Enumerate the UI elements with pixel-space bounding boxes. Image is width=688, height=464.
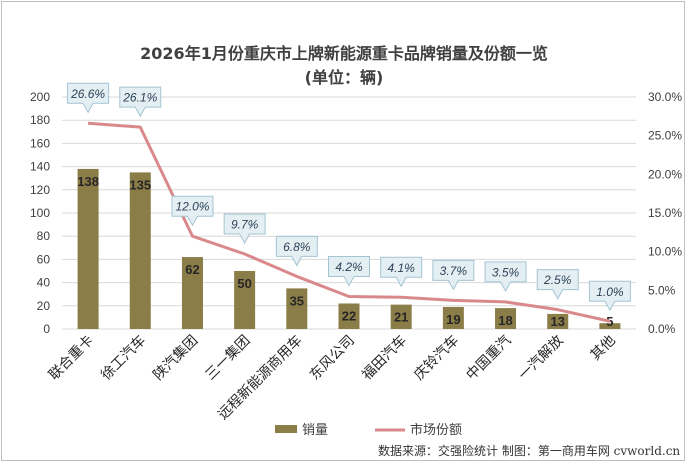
share-value-label: 2.5% <box>543 273 572 287</box>
chart-title: 2026年1月份重庆市上牌新能源重卡品牌销量及份额一览 <box>140 44 548 63</box>
chart-subtitle: (单位：辆) <box>304 68 384 87</box>
left-axis-tick-label: 40 <box>37 276 51 290</box>
left-axis-tick-label: 0 <box>43 322 50 336</box>
bar-value-label: 19 <box>446 312 460 327</box>
category-label: 联合重卡 <box>46 333 97 384</box>
category-label: 一汽解放 <box>516 333 567 384</box>
category-label: 徐工汽车 <box>97 332 149 384</box>
right-axis-tick-label: 5.0% <box>648 283 676 297</box>
bar <box>181 257 203 329</box>
right-axis-tick-label: 0.0% <box>648 322 676 336</box>
share-callout <box>223 213 266 245</box>
left-axis-tick-label: 200 <box>30 90 50 104</box>
bar-value-label: 62 <box>185 262 199 277</box>
left-axis-tick-label: 20 <box>37 299 51 313</box>
share-callout <box>432 259 475 291</box>
bar <box>599 323 621 329</box>
share-value-label: 12.0% <box>175 200 209 214</box>
share-callout <box>328 256 370 287</box>
bar <box>442 306 464 329</box>
share-value-label: 4.2% <box>335 260 363 274</box>
bar-value-label: 22 <box>342 308 356 323</box>
bar <box>129 172 151 329</box>
bar-value-label: 21 <box>394 310 408 325</box>
share-callout <box>588 280 631 312</box>
bar <box>338 303 360 329</box>
right-axis-tick-label: 20.0% <box>648 167 682 181</box>
bar-value-label: 35 <box>290 293 304 308</box>
category-label: 其他 <box>588 333 619 364</box>
category-label: 陕汽集团 <box>150 332 202 384</box>
share-value-label: 3.7% <box>440 264 468 278</box>
bar-value-label: 13 <box>550 314 564 329</box>
category-label: 东风公司 <box>307 333 358 384</box>
category-label: 福田汽车 <box>358 332 410 384</box>
right-axis-tick-label: 30.0% <box>648 90 682 104</box>
share-value-label: 26.6% <box>70 87 105 101</box>
share-line <box>87 121 611 323</box>
share-value-label: 26.1% <box>122 91 157 105</box>
share-callout <box>380 256 423 288</box>
share-value-label: 9.7% <box>231 217 259 231</box>
share-value-label: 4.1% <box>388 261 416 275</box>
category-label: 庆铃汽车 <box>411 332 463 384</box>
bar <box>234 271 256 329</box>
bar-value-label: 138 <box>77 174 99 189</box>
right-axis-tick-label: 10.0% <box>648 245 682 259</box>
legend-line-label: 市场份额 <box>410 422 462 438</box>
share-callout <box>171 195 214 227</box>
bar-value-label: 50 <box>237 276 251 291</box>
data-source-footer: 数据来源：交强险统计 制图：第一商用车网 cvworld.cn <box>378 444 681 458</box>
left-axis-tick-label: 160 <box>30 136 50 150</box>
bar <box>286 288 308 329</box>
right-axis-tick-label: 15.0% <box>648 206 682 220</box>
left-axis-tick-label: 60 <box>37 252 51 266</box>
category-label: 三一集团 <box>202 332 254 384</box>
bar <box>547 313 569 329</box>
right-axis-tick-label: 25.0% <box>648 129 682 143</box>
left-axis-tick-label: 180 <box>30 113 50 127</box>
bar-value-label: 18 <box>498 313 512 328</box>
share-value-label: 6.8% <box>283 240 311 254</box>
left-axis-tick-label: 140 <box>30 160 50 174</box>
share-callout <box>536 269 579 300</box>
bar <box>495 308 517 329</box>
bar-value-label: 5 <box>606 314 613 329</box>
legend-bar-label: 销量 <box>302 423 328 438</box>
left-axis-tick-label: 100 <box>30 206 50 220</box>
share-callout <box>67 82 110 114</box>
left-axis-tick-label: 120 <box>30 183 50 197</box>
share-callout <box>119 86 162 118</box>
bar-value-label: 135 <box>129 177 151 192</box>
left-axis-tick-label: 80 <box>37 229 51 243</box>
bar <box>77 168 99 329</box>
bar <box>390 304 412 329</box>
share-value-label: 1.0% <box>596 285 624 299</box>
legend-bar-swatch <box>275 425 297 433</box>
share-callout <box>275 235 318 267</box>
share-callout <box>484 261 527 292</box>
share-value-label: 3.5% <box>492 265 520 279</box>
category-label: 中国重汽 <box>463 333 514 384</box>
